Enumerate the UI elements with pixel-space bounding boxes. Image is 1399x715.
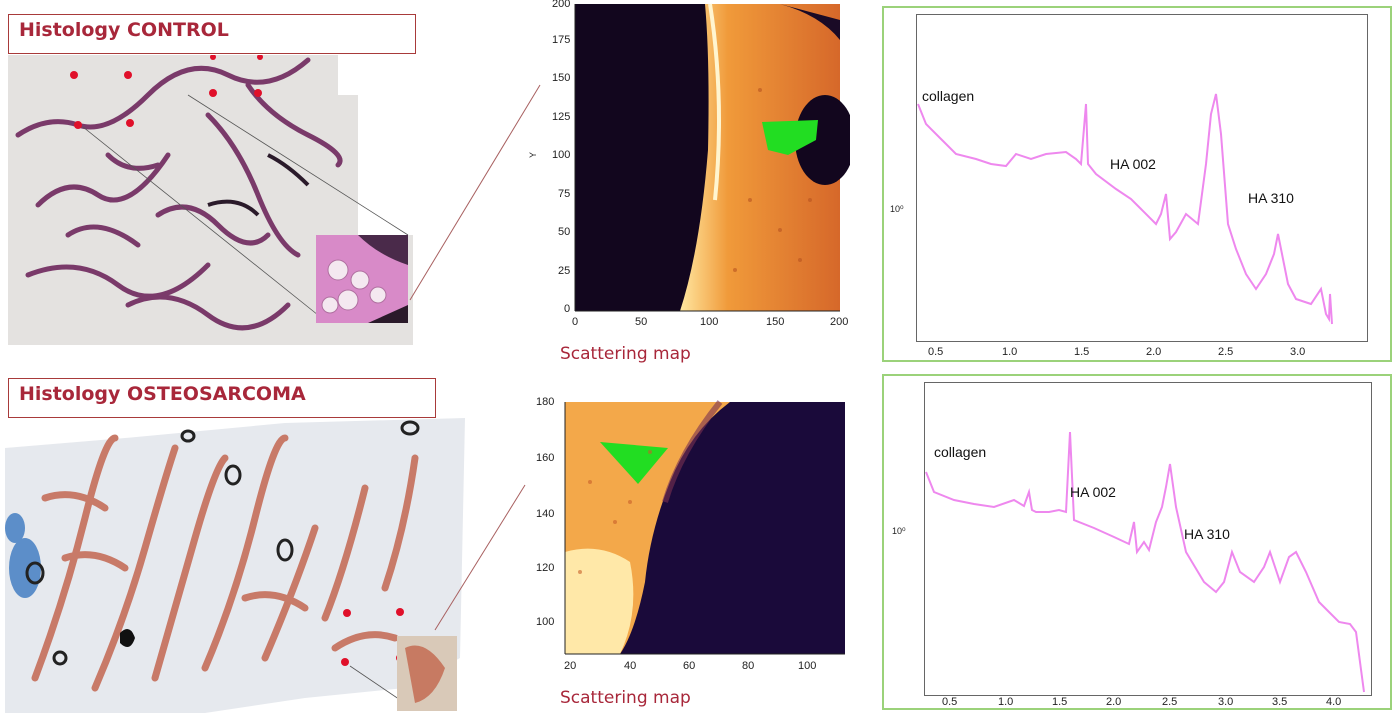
y-tick: 100 [536, 616, 555, 628]
x-tick: 1.5 [1052, 696, 1068, 708]
collagen-annotation: collagen [934, 444, 987, 460]
osteosarcoma-zoom-connector [434, 484, 526, 631]
x-tick: 40 [624, 660, 637, 672]
control-title: Histology CONTROL [8, 14, 416, 54]
y-tick: 10⁰ [892, 526, 906, 536]
y-tick: 75 [558, 188, 571, 200]
x-tick: 0.5 [928, 346, 944, 358]
x-tick: 3.5 [1272, 696, 1288, 708]
x-tick: 2.0 [1106, 696, 1122, 708]
x-tick: 3.0 [1290, 346, 1306, 358]
ha002-annotation: HA 002 [1070, 484, 1116, 500]
x-tick: 50 [635, 316, 648, 328]
y-tick: 180 [536, 396, 555, 408]
y-tick: 10⁰ [890, 204, 904, 214]
y-tick: 150 [552, 72, 571, 84]
control-map-caption: Scattering map [560, 344, 691, 364]
osteosarcoma-histology-image [5, 418, 465, 713]
y-tick: 50 [558, 226, 571, 238]
x-tick: 3.0 [1218, 696, 1234, 708]
osteosarcoma-map-caption: Scattering map [560, 688, 691, 708]
collagen-annotation: collagen [922, 88, 975, 104]
osteosarcoma-title: Histology OSTEOSARCOMA [8, 378, 436, 418]
x-tick: 1.0 [998, 696, 1014, 708]
y-tick: 175 [552, 34, 571, 46]
x-tick: 20 [564, 660, 577, 672]
y-tick: 140 [536, 508, 555, 520]
x-tick: 0.5 [942, 696, 958, 708]
control-histology-image [8, 55, 413, 345]
ha002-annotation: HA 002 [1110, 156, 1156, 172]
y-tick: 120 [536, 562, 555, 574]
x-tick: 100 [798, 660, 817, 672]
y-tick: 125 [552, 111, 571, 123]
x-tick: 100 [700, 316, 719, 328]
y-tick: 160 [536, 452, 555, 464]
y-axis-label: Y [528, 151, 539, 159]
x-tick: 1.0 [1002, 346, 1018, 358]
x-tick: 1.5 [1074, 346, 1090, 358]
y-tick: 0 [564, 303, 571, 315]
x-tick: 2.0 [1146, 346, 1162, 358]
x-tick: 2.5 [1162, 696, 1178, 708]
y-tick: 100 [552, 149, 571, 161]
control-zoom-connector [409, 84, 541, 301]
x-tick: 150 [766, 316, 785, 328]
ha310-annotation: HA 310 [1184, 526, 1230, 542]
osteosarcoma-scattering-map: 180 160 140 120 100 20 40 60 80 100 [520, 392, 850, 682]
x-tick: 2.5 [1218, 346, 1234, 358]
y-tick: 25 [558, 265, 571, 277]
x-tick: 0 [572, 316, 579, 328]
x-tick: 4.0 [1326, 696, 1342, 708]
x-tick: 60 [683, 660, 696, 672]
control-scattering-map: 200 175 150 125 100 75 50 25 0 Y 0 50 10… [520, 0, 850, 335]
x-tick: 200 [830, 316, 849, 328]
x-tick: 80 [742, 660, 755, 672]
y-tick: 200 [552, 0, 571, 10]
control-spectrum-panel: collagen HA 002 HA 310 10⁰ 0.5 1.0 1.5 2… [882, 6, 1392, 362]
ha310-annotation: HA 310 [1248, 190, 1294, 206]
osteosarcoma-spectrum-panel: collagen HA 002 HA 310 10⁰ 0.5 1.0 1.5 2… [882, 374, 1392, 710]
